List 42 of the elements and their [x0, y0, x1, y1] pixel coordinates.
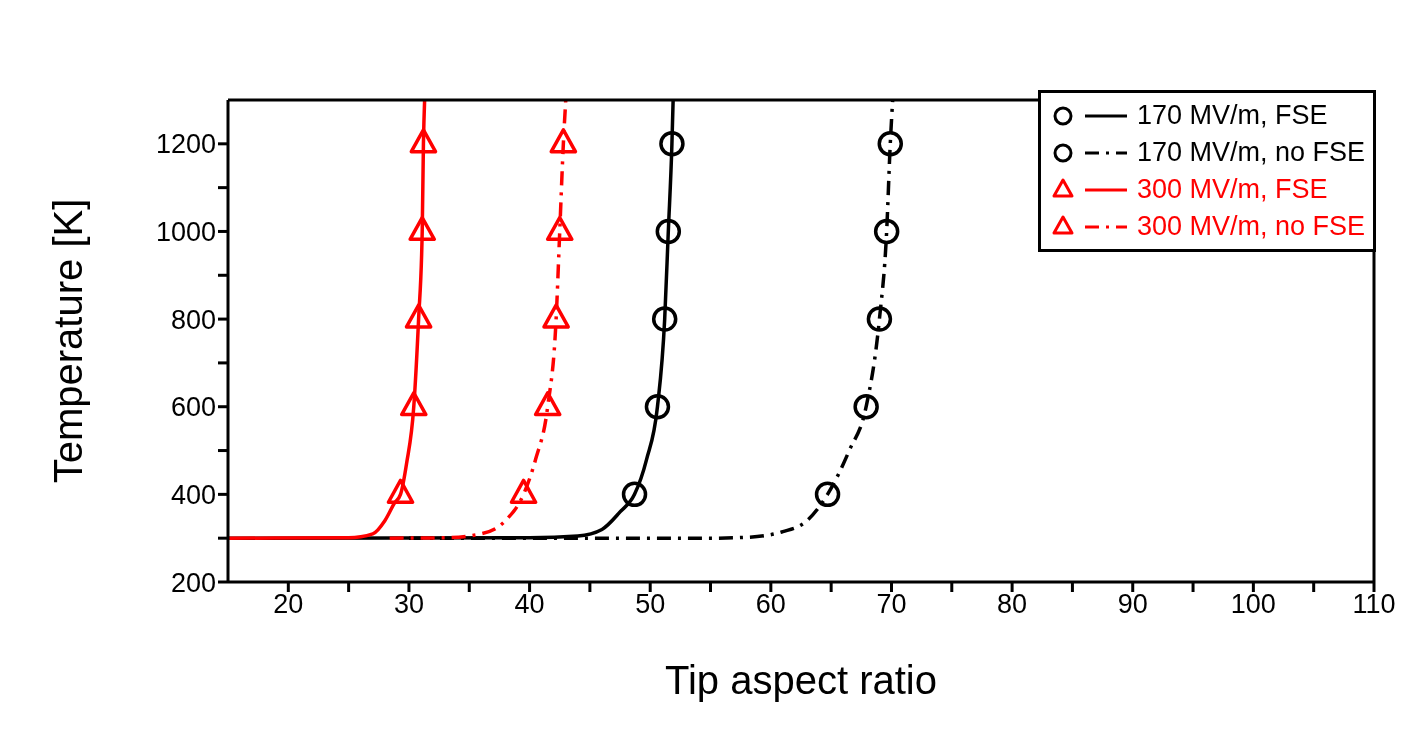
- x-tick-label: 70: [876, 589, 907, 620]
- x-tick-label: 100: [1230, 589, 1276, 620]
- point: [533, 391, 562, 417]
- point: [655, 218, 682, 245]
- point: [873, 218, 900, 245]
- y-tick-label: 1200: [155, 129, 216, 160]
- x-tick-label: 50: [635, 589, 666, 620]
- point: [386, 478, 415, 504]
- point: [409, 128, 438, 154]
- legend-label: 300 MV/m, FSE: [1136, 174, 1328, 205]
- point: [853, 393, 879, 420]
- x-tick-label: 90: [1117, 589, 1148, 620]
- y-tick-label: 800: [170, 304, 216, 335]
- legend-label: 170 MV/m, FSE: [1136, 100, 1328, 131]
- x-tick-label: 30: [393, 589, 424, 620]
- y-tick-label: 400: [170, 479, 216, 510]
- point: [659, 131, 685, 157]
- x-tick-label: 40: [514, 589, 545, 620]
- legend-label: 300 MV/m, no FSE: [1136, 211, 1365, 242]
- x-tick-label: 80: [997, 589, 1028, 620]
- point: [545, 215, 574, 242]
- point: [866, 306, 893, 332]
- point: [651, 306, 678, 332]
- legend-label: 170 MV/m, no FSE: [1136, 137, 1365, 168]
- x-tick-label: 110: [1352, 589, 1396, 620]
- y-axis-title: Temperature [K]: [46, 198, 91, 484]
- point: [399, 391, 428, 417]
- y-tick-label: 1000: [155, 217, 216, 248]
- y-tick-label: 200: [170, 567, 216, 598]
- y-tick-label: 600: [170, 392, 216, 423]
- x-tick-label: 20: [273, 589, 304, 620]
- point: [404, 303, 433, 329]
- point: [621, 481, 648, 508]
- point: [549, 128, 578, 154]
- point: [814, 481, 841, 508]
- x-tick-label: 60: [755, 589, 786, 620]
- point: [644, 393, 671, 420]
- point: [877, 131, 904, 157]
- point: [509, 478, 538, 504]
- point: [542, 303, 570, 329]
- point: [408, 215, 437, 242]
- x-axis-title: Tip aspect ratio: [665, 658, 937, 702]
